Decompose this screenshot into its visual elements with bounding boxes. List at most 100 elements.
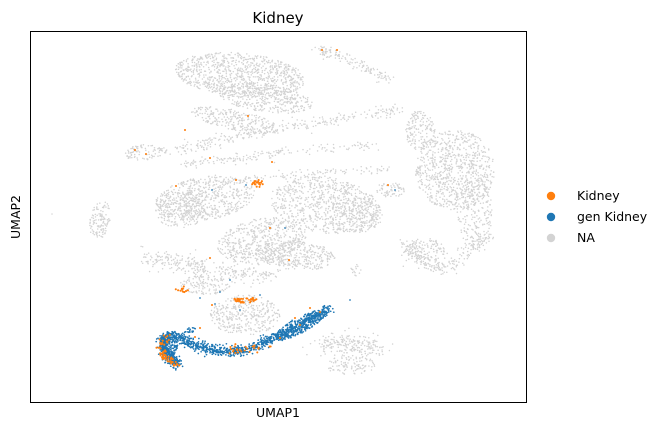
scatter-point	[365, 117, 367, 119]
scatter-point	[297, 228, 300, 230]
scatter-point	[238, 88, 240, 90]
scatter-point	[201, 190, 203, 192]
scatter-point	[332, 226, 335, 229]
scatter-point	[234, 253, 237, 255]
scatter-point	[246, 62, 248, 64]
scatter-point	[378, 209, 381, 211]
scatter-point	[245, 129, 248, 132]
scatter-point	[171, 185, 173, 187]
scatter-point	[292, 219, 295, 221]
scatter-point	[233, 128, 236, 130]
scatter-point	[202, 191, 205, 194]
scatter-point	[183, 216, 185, 219]
scatter-point	[279, 235, 282, 237]
scatter-point	[349, 116, 351, 118]
scatter-point	[264, 94, 267, 96]
scatter-point	[260, 55, 262, 58]
scatter-point	[266, 80, 269, 83]
scatter-point	[283, 64, 286, 66]
scatter-point	[207, 62, 210, 64]
scatter-point	[352, 228, 354, 231]
scatter-point	[311, 192, 314, 194]
scatter-point	[345, 189, 348, 192]
scatter-point	[129, 157, 131, 159]
scatter-point	[251, 127, 254, 129]
scatter-point	[290, 85, 293, 87]
scatter-point	[134, 155, 136, 158]
scatter-point	[254, 85, 256, 88]
scatter-point	[354, 57, 356, 60]
scatter-point	[302, 80, 304, 83]
scatter-point	[244, 247, 247, 250]
scatter-point	[315, 179, 317, 182]
scatter-point	[288, 192, 290, 194]
scatter-point	[261, 69, 264, 72]
scatter-point	[323, 54, 326, 56]
scatter-point	[101, 213, 103, 215]
scatter-point	[313, 264, 316, 267]
scatter-point	[238, 53, 241, 56]
scatter-point	[223, 76, 225, 79]
scatter-point	[299, 249, 302, 252]
scatter-point	[275, 175, 277, 178]
scatter-point	[277, 94, 279, 97]
scatter-point	[385, 78, 387, 80]
scatter-point	[297, 214, 299, 217]
scatter-point	[301, 76, 304, 78]
scatter-point	[187, 192, 189, 194]
scatter-point	[292, 259, 295, 262]
scatter-point	[214, 214, 217, 216]
scatter-point	[237, 122, 240, 124]
scatter-point	[373, 69, 375, 71]
scatter-point	[276, 246, 278, 249]
scatter-point	[186, 214, 189, 216]
scatter-point	[242, 63, 244, 66]
scatter-point	[243, 112, 245, 115]
scatter-point	[231, 99, 234, 101]
scatter-point	[223, 162, 225, 164]
scatter-point	[268, 110, 270, 112]
scatter-point	[237, 52, 240, 54]
scatter-point	[209, 106, 212, 108]
scatter-point	[280, 63, 282, 65]
scatter-point	[256, 95, 258, 98]
scatter-point	[290, 79, 292, 82]
scatter-point	[216, 156, 218, 159]
scatter-point	[184, 211, 187, 213]
scatter-point	[300, 185, 303, 187]
scatter-point	[234, 205, 237, 207]
scatter-point	[218, 52, 220, 55]
scatter-point	[203, 209, 206, 212]
scatter-point	[231, 115, 233, 118]
scatter-point	[220, 95, 222, 98]
scatter-point	[221, 93, 224, 96]
scatter-point	[249, 85, 252, 88]
scatter-point	[205, 106, 207, 109]
scatter-point	[250, 249, 253, 252]
scatter-point	[205, 139, 207, 141]
scatter-point	[327, 227, 330, 229]
scatter-point	[371, 114, 373, 116]
scatter-point	[234, 101, 236, 103]
scatter-point	[165, 203, 167, 206]
scatter-point	[197, 62, 200, 64]
scatter-point	[375, 223, 377, 226]
scatter-point	[333, 123, 335, 126]
scatter-point	[314, 187, 316, 190]
scatter-point	[170, 212, 172, 215]
scatter-point	[283, 185, 285, 188]
scatter-point	[224, 92, 227, 94]
scatter-point	[252, 156, 255, 158]
scatter-point	[309, 183, 311, 186]
scatter-point	[289, 210, 291, 213]
scatter-point	[189, 186, 192, 188]
scatter-point	[257, 93, 260, 95]
scatter-point	[255, 248, 258, 250]
scatter-point	[269, 263, 271, 265]
scatter-point	[346, 193, 349, 195]
scatter-point	[161, 199, 164, 201]
scatter-point	[232, 157, 235, 159]
scatter-point	[310, 104, 312, 106]
scatter-point	[258, 255, 260, 258]
scatter-point	[401, 107, 404, 109]
